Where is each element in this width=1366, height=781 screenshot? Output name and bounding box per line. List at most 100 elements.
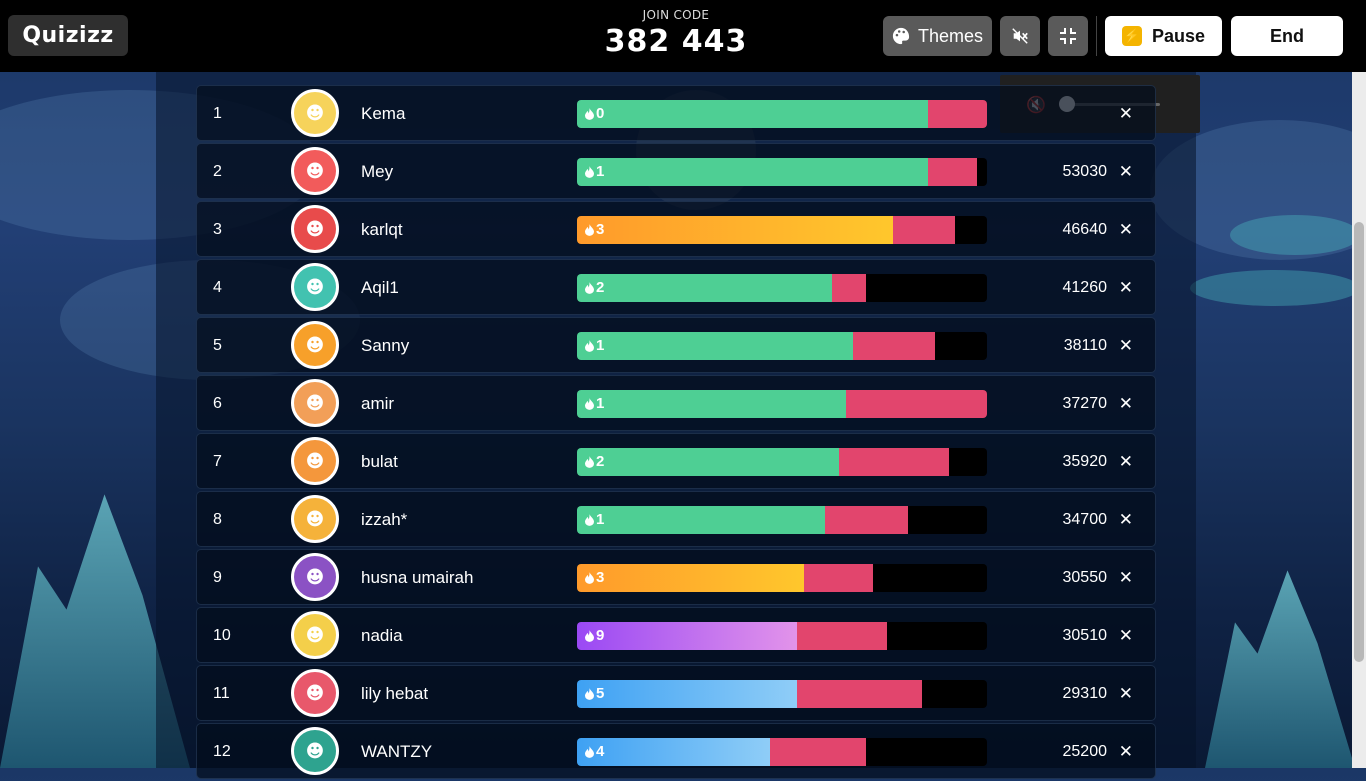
flame-icon — [585, 514, 594, 526]
flame-icon — [585, 282, 594, 294]
scrollbar-thumb[interactable] — [1354, 222, 1364, 662]
player-score: 29310 — [1062, 685, 1108, 702]
remove-player-button[interactable]: ✕ — [1118, 626, 1133, 646]
remove-player-button[interactable]: ✕ — [1118, 684, 1133, 704]
streak-indicator: 1 — [585, 390, 604, 418]
leaderboard-row: 1 ☻ Kema 0 ✕ — [196, 85, 1156, 141]
accuracy-bar: 1 — [577, 506, 987, 534]
streak-count: 0 — [596, 105, 605, 122]
correct-segment — [577, 390, 846, 418]
remove-player-button[interactable]: ✕ — [1118, 336, 1133, 356]
player-avatar: ☻ — [291, 89, 339, 137]
player-avatar: ☻ — [291, 263, 339, 311]
correct-segment — [577, 158, 928, 186]
mute-icon — [1012, 28, 1028, 44]
avatar-face-icon: ☻ — [305, 740, 325, 762]
remove-player-button[interactable]: ✕ — [1118, 162, 1133, 182]
player-rank: 3 — [213, 221, 222, 238]
remove-player-button[interactable]: ✕ — [1118, 742, 1133, 762]
remove-player-button[interactable]: ✕ — [1118, 104, 1133, 124]
avatar-face-icon: ☻ — [305, 334, 325, 356]
player-rank: 11 — [213, 685, 230, 702]
player-score: 25200 — [1062, 743, 1108, 760]
flame-icon — [585, 688, 594, 700]
avatar-face-icon: ☻ — [305, 566, 325, 588]
player-avatar: ☻ — [291, 205, 339, 253]
accuracy-bar: 1 — [577, 158, 987, 186]
streak-indicator: 5 — [585, 680, 604, 708]
leaderboard-row: 12 ☻ WANTZY 4 25200 ✕ — [196, 723, 1156, 779]
player-name: karlqt — [361, 220, 403, 239]
player-name: amir — [361, 394, 395, 413]
remove-player-button[interactable]: ✕ — [1118, 278, 1133, 298]
incorrect-segment — [804, 564, 873, 592]
player-score: 30550 — [1062, 569, 1108, 586]
leaderboard-row: 3 ☻ karlqt 3 46640 ✕ — [196, 201, 1156, 257]
end-button[interactable]: End — [1231, 16, 1343, 56]
avatar-face-icon: ☻ — [305, 102, 325, 124]
correct-segment — [577, 332, 853, 360]
flame-icon — [585, 340, 594, 352]
avatar-face-icon: ☻ — [305, 450, 325, 472]
avatar-face-icon: ☻ — [305, 218, 325, 240]
player-name: izzah* — [361, 510, 408, 529]
correct-segment — [577, 680, 797, 708]
leaderboard-row: 7 ☻ bulat 2 35920 ✕ — [196, 433, 1156, 489]
flame-icon — [585, 630, 594, 642]
iceberg-decoration — [1205, 570, 1355, 768]
remove-player-button[interactable]: ✕ — [1118, 452, 1133, 472]
player-name: Sanny — [361, 336, 410, 355]
end-label: End — [1270, 25, 1304, 46]
streak-count: 2 — [596, 453, 605, 470]
pause-button[interactable]: ⚡ Pause — [1105, 16, 1222, 56]
player-name: WANTZY — [361, 742, 433, 761]
player-name: Aqil1 — [361, 278, 399, 297]
streak-count: 2 — [596, 279, 605, 296]
streak-indicator: 4 — [585, 738, 604, 766]
mute-button[interactable] — [1000, 16, 1040, 56]
player-rank: 1 — [213, 105, 222, 122]
fullscreen-button[interactable] — [1048, 16, 1088, 56]
correct-segment — [577, 100, 928, 128]
streak-indicator: 1 — [585, 506, 604, 534]
logo-text: Quizizz — [22, 23, 114, 48]
remove-player-button[interactable]: ✕ — [1118, 394, 1133, 414]
flame-icon — [585, 166, 594, 178]
scrollbar[interactable] — [1352, 72, 1366, 768]
accuracy-bar: 4 — [577, 738, 987, 766]
lightning-icon: ⚡ — [1121, 26, 1142, 46]
quizizz-logo[interactable]: Quizizz — [8, 15, 128, 56]
top-bar: Quizizz JOIN CODE 382 443 Themes ⚡ Pause… — [0, 0, 1366, 72]
avatar-face-icon: ☻ — [305, 276, 325, 298]
remove-player-button[interactable]: ✕ — [1118, 220, 1133, 240]
correct-segment — [577, 274, 832, 302]
player-avatar: ☻ — [291, 495, 339, 543]
remove-player-button[interactable]: ✕ — [1118, 510, 1133, 530]
flame-icon — [585, 572, 594, 584]
accuracy-bar: 1 — [577, 390, 987, 418]
player-name: nadia — [361, 626, 403, 645]
incorrect-segment — [770, 738, 866, 766]
remove-player-button[interactable]: ✕ — [1118, 568, 1133, 588]
avatar-face-icon: ☻ — [305, 508, 325, 530]
leaderboard-row: 4 ☻ Aqil1 2 41260 ✕ — [196, 259, 1156, 315]
incorrect-segment — [839, 448, 949, 476]
streak-count: 3 — [596, 569, 605, 586]
streak-indicator: 3 — [585, 216, 604, 244]
incorrect-segment — [797, 680, 922, 708]
correct-segment — [577, 216, 893, 244]
incorrect-segment — [825, 506, 908, 534]
flame-icon — [585, 746, 594, 758]
leaderboard-row: 5 ☻ Sanny 1 38110 ✕ — [196, 317, 1156, 373]
player-score: 53030 — [1062, 163, 1108, 180]
player-score: 41260 — [1062, 279, 1108, 296]
streak-count: 1 — [596, 395, 605, 412]
player-score: 37270 — [1062, 395, 1108, 412]
correct-segment — [577, 738, 770, 766]
themes-button[interactable]: Themes — [883, 16, 992, 56]
avatar-face-icon: ☻ — [305, 392, 325, 414]
streak-indicator: 1 — [585, 158, 604, 186]
player-avatar: ☻ — [291, 379, 339, 427]
accuracy-bar: 0 — [577, 100, 987, 128]
streak-indicator: 0 — [585, 100, 604, 128]
